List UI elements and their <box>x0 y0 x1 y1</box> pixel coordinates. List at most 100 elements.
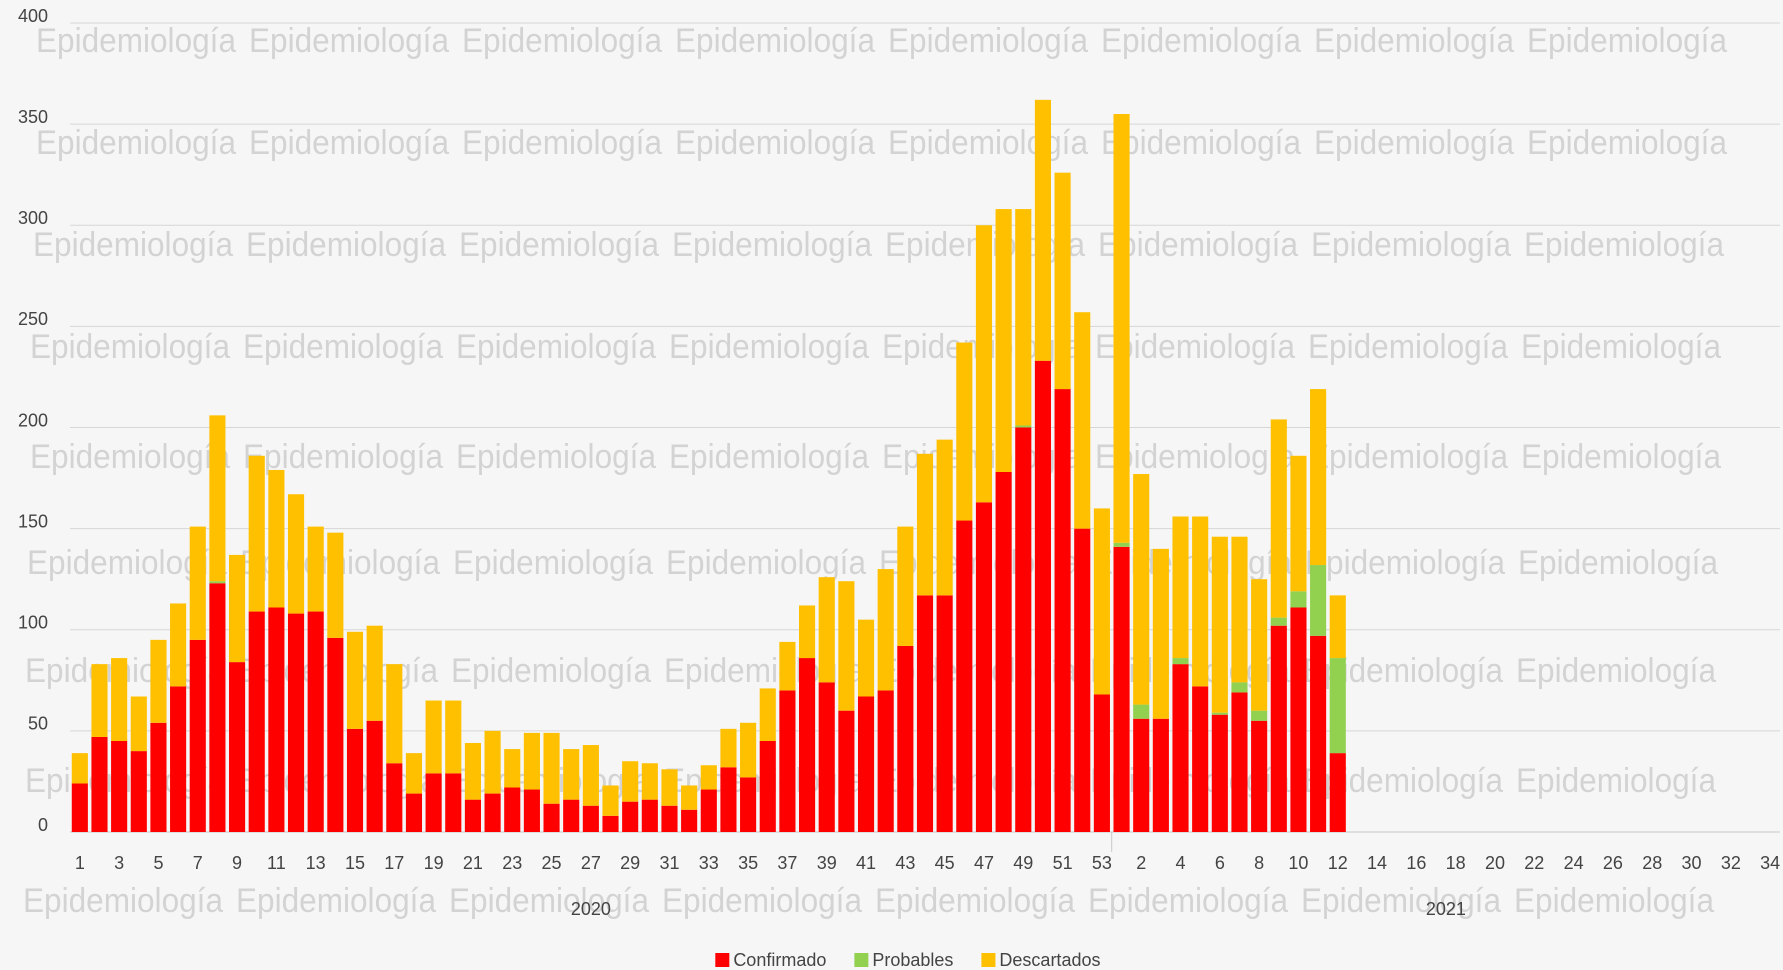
bar-segment <box>956 520 973 832</box>
bar-segment <box>543 732 560 804</box>
bar-segment <box>1093 508 1110 695</box>
y-tick-label: 50 <box>28 714 48 734</box>
bar-segment <box>346 631 364 729</box>
bar-segment <box>582 745 599 806</box>
bar-segment <box>445 700 462 774</box>
bar-segment <box>720 728 737 768</box>
watermark: Epidemiología <box>888 124 1088 162</box>
watermark: Epidemiología <box>456 438 656 476</box>
group-label: 2021 <box>1426 899 1466 919</box>
x-tick-label: 47 <box>974 853 994 873</box>
bar-segment <box>130 696 147 752</box>
bar-segment <box>1270 625 1287 832</box>
bar-segment <box>307 526 324 612</box>
bar-segment <box>1113 114 1130 543</box>
x-tick-label: 43 <box>895 853 915 873</box>
bar-segment <box>405 753 423 794</box>
bar-segment <box>956 342 973 521</box>
bar-segment <box>1270 617 1287 626</box>
bar-segment <box>189 526 206 640</box>
legend-label: Confirmado <box>733 950 826 970</box>
x-tick-label: 27 <box>581 853 601 873</box>
bar-segment <box>1211 712 1228 715</box>
x-tick-label: 2 <box>1136 853 1146 873</box>
bar-segment <box>1231 682 1248 693</box>
bar-segment <box>661 769 678 806</box>
bar-segment <box>1192 686 1209 832</box>
x-tick-label: 53 <box>1092 853 1112 873</box>
y-tick-label: 100 <box>18 613 48 633</box>
x-tick-label: 15 <box>345 853 365 873</box>
bar-segment <box>1329 595 1346 659</box>
bar-segment <box>799 605 816 659</box>
y-tick-label: 0 <box>38 815 48 835</box>
watermark: Epidemiología <box>236 882 436 920</box>
bar-segment <box>818 682 835 832</box>
x-tick-label: 30 <box>1682 853 1702 873</box>
bar-segment <box>229 662 246 832</box>
bar-segment <box>71 783 88 832</box>
legend-swatch <box>854 953 869 967</box>
watermark: Epidemiología <box>669 328 869 366</box>
bar-segment <box>995 471 1012 832</box>
bar-segment <box>366 720 383 832</box>
bar-segment <box>1133 474 1150 705</box>
bar-segment <box>71 753 88 784</box>
watermark: Epidemiología <box>246 226 446 264</box>
bar-segment <box>1270 419 1287 618</box>
bar-segment <box>936 439 953 596</box>
bar-segment <box>268 607 285 832</box>
bar-segment <box>209 415 226 582</box>
watermark: Epidemiología <box>449 882 649 920</box>
legend-label: Descartados <box>999 950 1100 970</box>
x-tick-label: 8 <box>1254 853 1264 873</box>
bar-segment <box>661 805 678 832</box>
bar-segment <box>1290 591 1307 608</box>
bar-segment <box>523 789 540 832</box>
bar-segment <box>1172 664 1189 832</box>
watermark: Epidemiología <box>1521 438 1721 476</box>
bar-segment <box>386 664 403 764</box>
bar-segment <box>111 658 128 741</box>
watermark: Epidemiología <box>1514 882 1714 920</box>
bar-segment <box>1133 704 1150 719</box>
x-tick-label: 41 <box>856 853 876 873</box>
watermark: Epidemiología <box>1305 544 1505 582</box>
bar-segment <box>641 763 658 800</box>
bar-segment <box>91 736 108 832</box>
watermark: Epidemiología <box>36 124 236 162</box>
bar-segment <box>700 789 717 832</box>
watermark: Epidemiología <box>1524 226 1724 264</box>
x-tick-label: 1 <box>75 853 85 873</box>
watermark: Epidemiología <box>1308 438 1508 476</box>
watermark: Epidemiología <box>1101 22 1301 60</box>
bar-segment <box>1015 425 1032 428</box>
x-tick-label: 35 <box>738 853 758 873</box>
watermark: Epidemiología <box>669 438 869 476</box>
bar-segment <box>602 815 619 832</box>
bar-segment <box>91 664 108 737</box>
bar-segment <box>877 569 894 691</box>
bar-segment <box>1074 528 1091 832</box>
y-tick-label: 300 <box>18 208 48 228</box>
y-tick-label: 250 <box>18 309 48 329</box>
bar-segment <box>405 793 423 832</box>
bar-segment <box>504 749 521 788</box>
bar-segment <box>1310 635 1327 832</box>
watermark: Epidemiología <box>1314 124 1514 162</box>
x-tick-label: 14 <box>1367 853 1387 873</box>
bar-segment <box>1152 548 1169 719</box>
bar-segment <box>975 225 993 503</box>
bar-segment <box>209 581 226 584</box>
watermark: Epidemiología <box>1314 22 1514 60</box>
bar-segment <box>602 785 619 816</box>
watermark: Epidemiología <box>1088 882 1288 920</box>
y-tick-label: 400 <box>18 6 48 26</box>
watermark: Epidemiología <box>675 124 875 162</box>
bar-segment <box>1113 546 1130 832</box>
bar-segment <box>1015 209 1032 426</box>
watermark: Epidemiología <box>875 882 1075 920</box>
x-tick-label: 22 <box>1524 853 1544 873</box>
bar-segment <box>287 613 305 832</box>
x-tick-label: 17 <box>384 853 404 873</box>
